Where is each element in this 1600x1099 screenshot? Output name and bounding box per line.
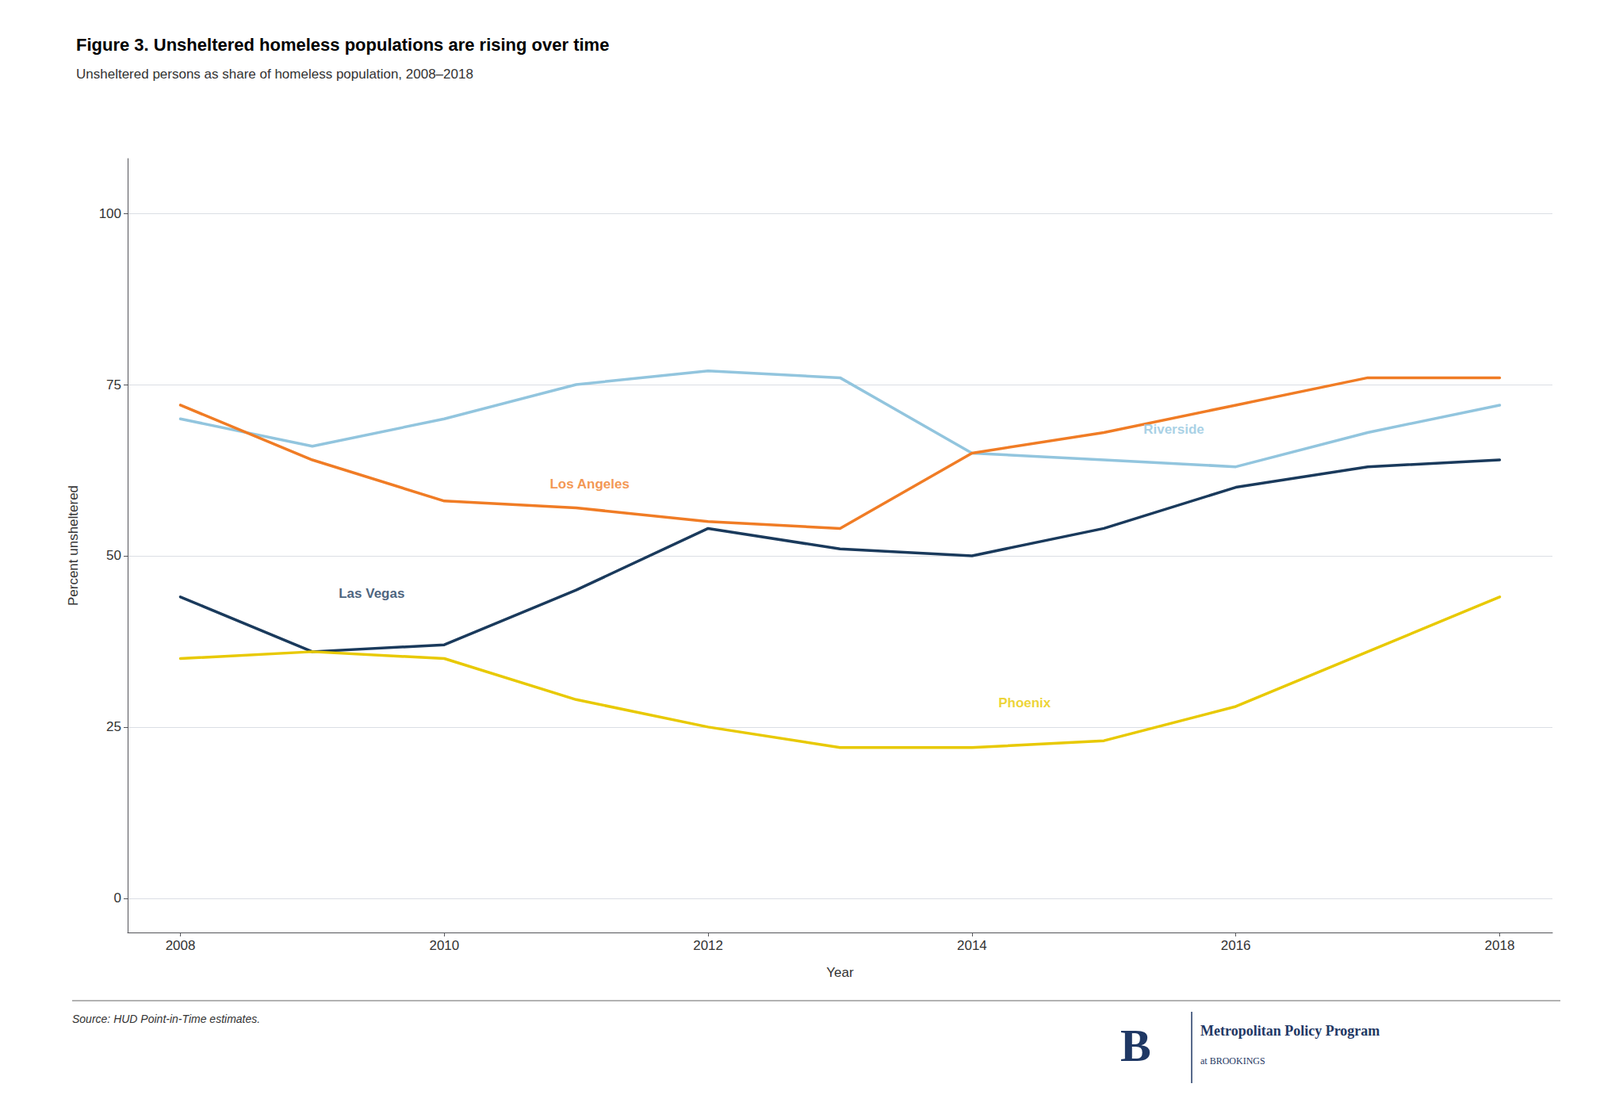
svg-text:Riverside: Riverside (1143, 421, 1205, 437)
svg-text:Metropolitan Policy Program: Metropolitan Policy Program (1200, 1022, 1380, 1039)
svg-text:25: 25 (106, 719, 122, 735)
svg-text:2016: 2016 (1221, 937, 1252, 954)
svg-text:Phoenix: Phoenix (998, 695, 1052, 711)
svg-text:2012: 2012 (692, 937, 724, 954)
svg-text:2014: 2014 (956, 937, 988, 954)
svg-text:2010: 2010 (428, 937, 460, 954)
svg-text:Los Angeles: Los Angeles (549, 476, 629, 492)
svg-text:at BROOKINGS: at BROOKINGS (1200, 1055, 1266, 1067)
svg-text:100: 100 (99, 206, 122, 222)
svg-text:Year: Year (826, 964, 854, 980)
svg-text:50: 50 (106, 547, 122, 563)
svg-text:Unsheltered persons as share o: Unsheltered persons as share of homeless… (76, 66, 474, 82)
svg-text:0: 0 (114, 890, 122, 906)
svg-text:75: 75 (106, 377, 122, 393)
svg-text:2008: 2008 (165, 937, 196, 954)
svg-text:Las Vegas: Las Vegas (338, 585, 405, 601)
svg-text:Figure 3. Unsheltered homeless: Figure 3. Unsheltered homeless populatio… (76, 34, 609, 55)
svg-text:2018: 2018 (1485, 937, 1516, 954)
svg-text:Percent unsheltered: Percent unsheltered (65, 485, 81, 606)
svg-text:B: B (1120, 1019, 1152, 1072)
svg-text:Source: HUD Point-in-Time esti: Source: HUD Point-in-Time estimates. (72, 1012, 261, 1026)
